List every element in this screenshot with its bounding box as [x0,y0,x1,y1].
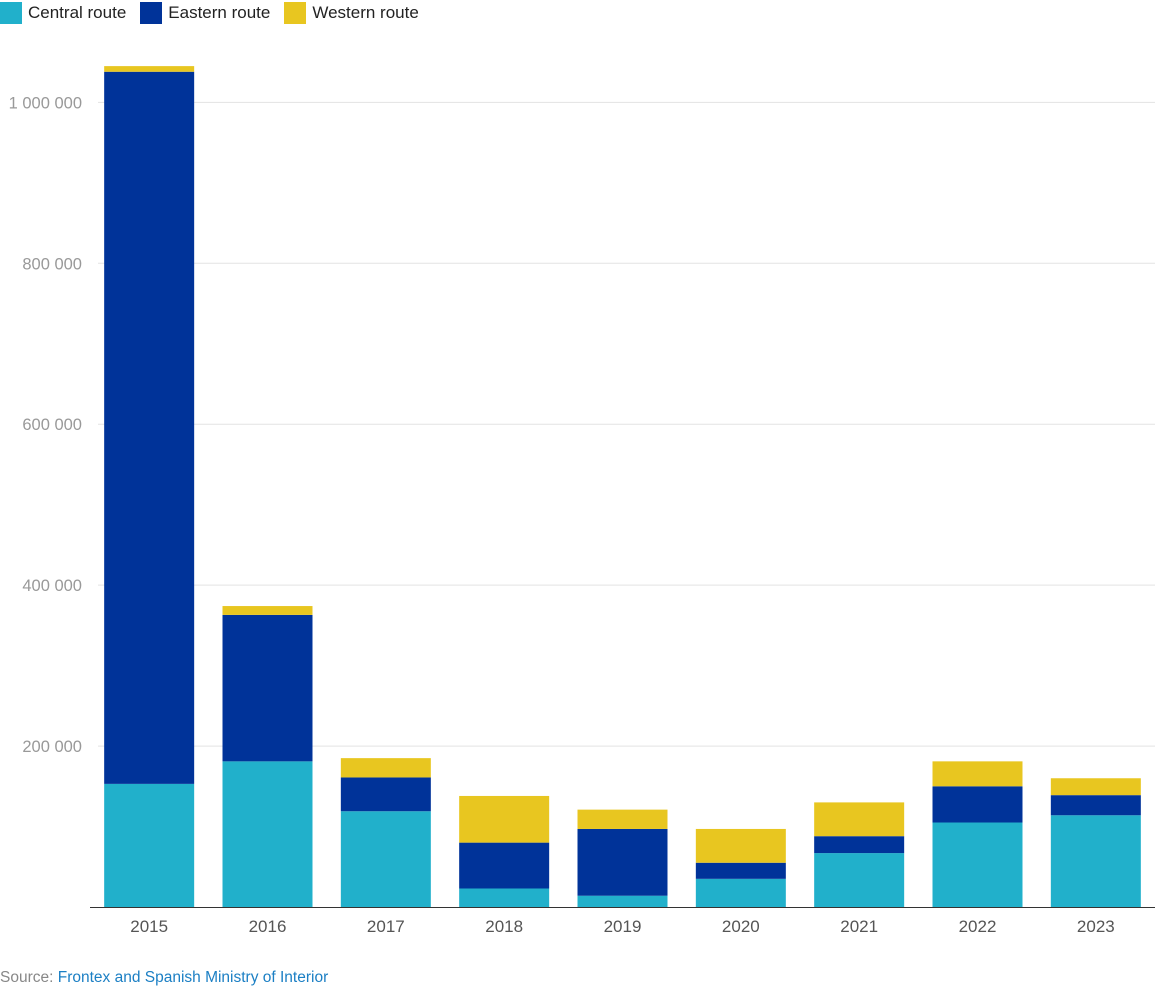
legend-item-central: Central route [0,2,126,24]
x-tick-label: 2018 [485,917,523,936]
bar-western-route-2017 [340,758,431,778]
bar-central-route-2016 [222,761,313,907]
legend-item-western: Western route [284,2,419,24]
x-tick-label: 2015 [130,917,168,936]
legend-swatch-eastern [140,2,163,24]
bar-central-route-2019 [577,895,668,907]
bar-central-route-2020 [695,878,786,907]
bar-central-route-2022 [932,822,1023,907]
y-tick-label: 200 000 [22,738,82,756]
x-tick-label: 2021 [840,917,878,936]
bar-eastern-route-2015 [104,71,195,784]
bar-central-route-2021 [814,853,905,907]
bar-western-route-2023 [1050,778,1141,796]
bar-eastern-route-2022 [932,786,1023,823]
legend-label-western: Western route [312,3,419,22]
x-tick-label: 2017 [367,917,405,936]
bar-eastern-route-2020 [695,862,786,879]
x-tick-label: 2016 [249,917,287,936]
y-tick-label: 1 000 000 [9,94,82,112]
chart-legend: Central route Eastern route Western rout… [0,0,419,26]
legend-swatch-western [284,2,307,24]
stacked-bar-chart: 200 000 400 000 600 000 800 000 1 000 000 201… [9,66,1155,936]
x-tick-label: 2020 [722,917,760,936]
bar-eastern-route-2017 [340,777,431,812]
bar-eastern-route-2016 [222,614,313,762]
bar-western-route-2016 [222,606,313,615]
bar-western-route-2020 [695,828,786,863]
x-tick-label: 2023 [1077,917,1115,936]
legend-swatch-central [0,2,22,24]
bar-western-route-2022 [932,761,1023,787]
legend-label-eastern: Eastern route [168,3,271,22]
bar-central-route-2023 [1050,815,1141,907]
bar-western-route-2021 [814,802,905,837]
bars [104,66,1141,907]
bar-western-route-2019 [577,809,668,829]
bar-western-route-2015 [104,66,195,72]
source-note: Source: Frontex and Spanish Ministry of … [0,969,328,987]
bar-central-route-2017 [340,811,431,907]
source-prefix: Source: [0,969,54,986]
y-tick-label: 400 000 [22,577,82,595]
bar-central-route-2018 [459,888,550,907]
y-tick-label: 800 000 [22,255,82,273]
source-link[interactable]: Frontex and Spanish Ministry of Interior [57,969,329,986]
x-tick-label: 2019 [604,917,642,936]
y-tick-label: 600 000 [22,416,82,434]
legend-label-central: Central route [28,3,127,22]
bar-eastern-route-2018 [459,842,550,889]
bar-eastern-route-2019 [577,828,668,896]
axes: 200 000 400 000 600 000 800 000 1 000 000 201… [9,94,1155,936]
bar-eastern-route-2021 [814,836,905,854]
bar-central-route-2015 [104,783,195,907]
bar-eastern-route-2023 [1050,795,1141,816]
x-tick-label: 2022 [959,917,997,936]
legend-item-eastern: Eastern route [140,2,270,24]
bar-western-route-2018 [459,795,550,843]
